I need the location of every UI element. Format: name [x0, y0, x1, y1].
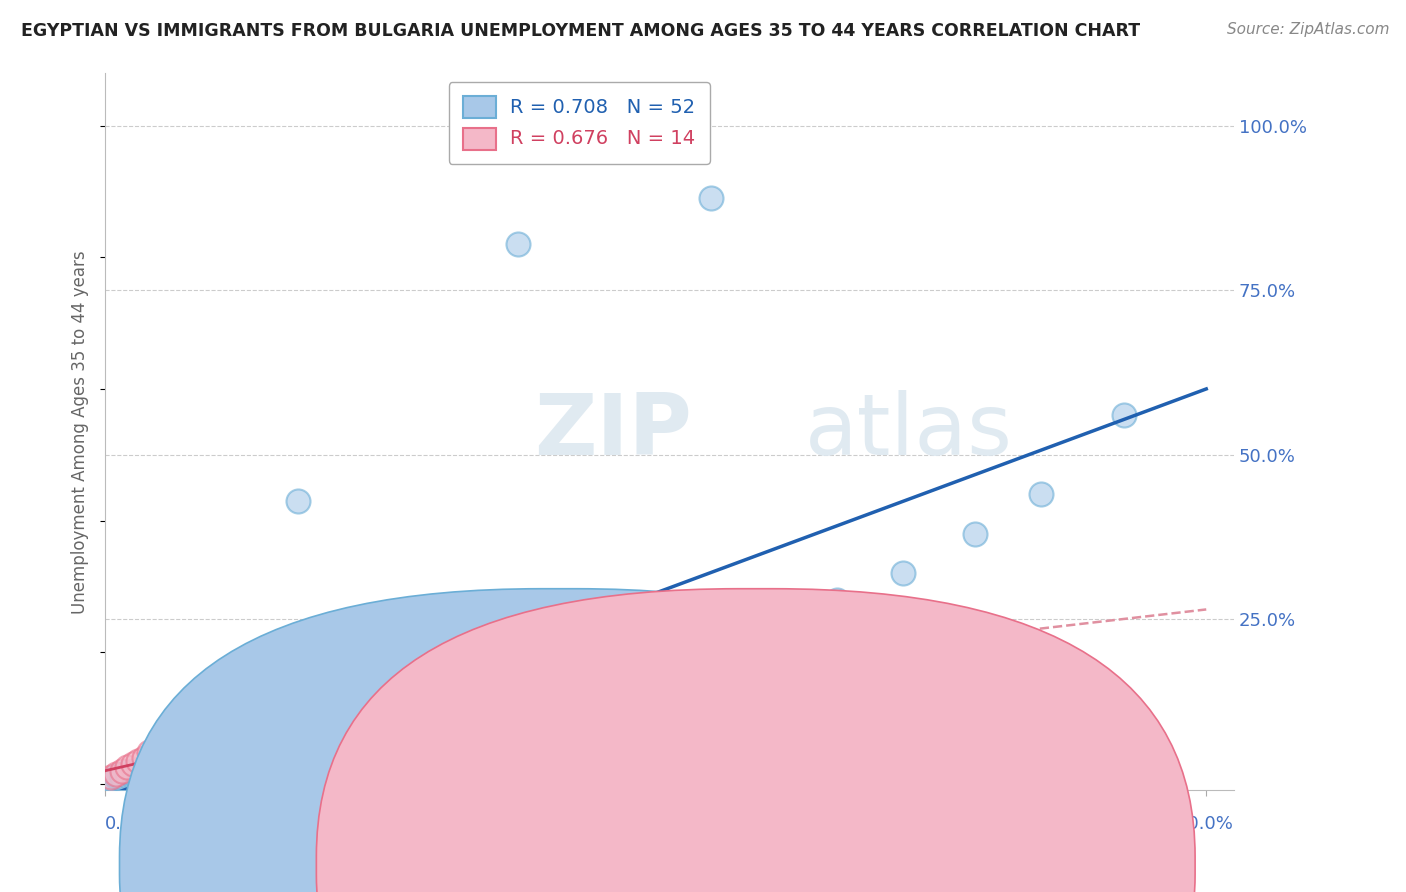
Point [132, 764, 155, 778]
Point [111, 770, 134, 784]
Point [204, 717, 226, 731]
Point [115, 760, 138, 774]
Point [111, 764, 134, 778]
Point [177, 754, 200, 768]
Point [215, 740, 238, 755]
Point [776, 612, 799, 626]
Point [105, 769, 128, 783]
Point [166, 752, 188, 766]
Text: ZIP: ZIP [534, 390, 692, 474]
Point [700, 191, 723, 205]
Point [143, 764, 166, 778]
Point [193, 747, 215, 762]
Point [132, 767, 155, 781]
Point [138, 745, 160, 759]
Point [287, 684, 309, 698]
Point [359, 662, 381, 676]
Point [491, 691, 513, 706]
Point [287, 727, 309, 741]
Point [204, 744, 226, 758]
Point [127, 754, 149, 768]
Text: Immigrants from Bulgaria: Immigrants from Bulgaria [779, 856, 1011, 874]
Point [413, 705, 436, 719]
Point [314, 724, 336, 739]
Point [353, 717, 375, 731]
Point [287, 493, 309, 508]
Point [270, 731, 292, 745]
Point [121, 764, 143, 778]
Point [1029, 487, 1052, 501]
Text: Source: ZipAtlas.com: Source: ZipAtlas.com [1226, 22, 1389, 37]
Point [160, 734, 183, 748]
Point [143, 758, 166, 772]
Point [121, 767, 143, 781]
Point [105, 770, 128, 784]
Point [132, 750, 155, 764]
Point [105, 767, 128, 781]
Point [121, 770, 143, 784]
Point [380, 711, 402, 725]
Point [100, 772, 122, 786]
Point [827, 592, 849, 607]
Point [232, 738, 254, 752]
Point [111, 772, 134, 786]
Point [963, 526, 986, 541]
Text: 20.0%: 20.0% [1177, 815, 1234, 833]
Point [149, 740, 172, 755]
Legend: R = 0.708   N = 52, R = 0.676   N = 14: R = 0.708 N = 52, R = 0.676 N = 14 [449, 82, 710, 164]
Point [330, 721, 353, 735]
Point [160, 754, 183, 768]
Point [727, 632, 749, 646]
Point [138, 760, 160, 774]
Text: 0.0%: 0.0% [105, 815, 150, 833]
Point [506, 237, 529, 252]
Point [115, 764, 138, 779]
Point [100, 773, 122, 788]
Point [155, 757, 177, 772]
Y-axis label: Unemployment Among Ages 35 to 44 years: Unemployment Among Ages 35 to 44 years [72, 250, 89, 614]
Point [181, 750, 204, 764]
Point [127, 769, 149, 783]
Point [177, 727, 200, 741]
Point [1112, 409, 1135, 423]
Text: EGYPTIAN VS IMMIGRANTS FROM BULGARIA UNEMPLOYMENT AMONG AGES 35 TO 44 YEARS CORR: EGYPTIAN VS IMMIGRANTS FROM BULGARIA UNE… [21, 22, 1140, 40]
Point [127, 764, 149, 779]
Point [100, 770, 122, 784]
Point [115, 769, 138, 783]
Point [578, 674, 600, 689]
Point [617, 665, 640, 679]
Point [644, 658, 666, 673]
Text: Egyptians: Egyptians [582, 856, 671, 874]
Point [689, 645, 711, 659]
Point [121, 757, 143, 772]
Point [247, 734, 270, 748]
Point [111, 767, 134, 781]
Point [893, 566, 915, 581]
Text: atlas: atlas [804, 390, 1012, 474]
Point [534, 684, 557, 698]
Point [451, 698, 474, 712]
Point [149, 760, 172, 774]
Point [138, 764, 160, 779]
